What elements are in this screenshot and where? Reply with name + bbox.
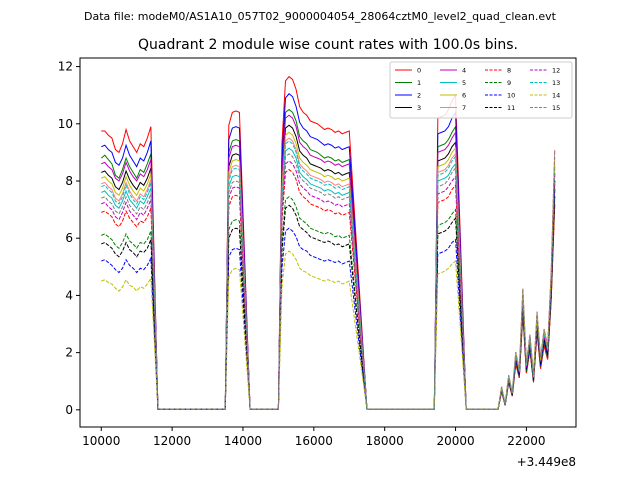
- legend-label-10: 10: [507, 92, 515, 100]
- legend-label-12: 12: [552, 67, 560, 75]
- series-line-11: [101, 180, 556, 410]
- x-tick-label: 16000: [295, 434, 333, 448]
- y-tick-label: 4: [65, 288, 73, 302]
- x-tick-label: 10000: [82, 434, 120, 448]
- x-offset-label: +3.449e8: [517, 455, 576, 469]
- y-tick-label: 10: [58, 117, 73, 131]
- legend-label-0: 0: [417, 67, 421, 75]
- y-tick-label: 0: [65, 403, 73, 417]
- y-tick-label: 6: [65, 231, 73, 245]
- y-tick-label: 8: [65, 174, 73, 188]
- legend-label-9: 9: [507, 79, 511, 87]
- legend-label-14: 14: [552, 92, 560, 100]
- series-line-15: [101, 149, 556, 410]
- x-tick-label: 18000: [366, 434, 404, 448]
- figure-suptitle: Data file: modeM0/AS1A10_057T02_90000040…: [84, 10, 557, 23]
- chart-title: Quadrant 2 module wise count rates with …: [138, 37, 518, 53]
- x-axis: 10000 12000 14000 16000 18000 20000 22000: [82, 427, 545, 448]
- y-axis: 0 2 4 6 8 10 12: [58, 60, 80, 417]
- series-line-9: [101, 196, 556, 410]
- y-tick-label: 2: [65, 346, 73, 360]
- legend-label-13: 13: [552, 79, 560, 87]
- legend-label-8: 8: [507, 67, 511, 75]
- legend-label-7: 7: [462, 104, 466, 112]
- legend-label-6: 6: [462, 92, 466, 100]
- x-tick-label: 20000: [436, 434, 474, 448]
- series-line-12: [101, 160, 556, 410]
- x-tick-label: 12000: [153, 434, 191, 448]
- x-tick-label: 22000: [507, 434, 545, 448]
- legend-label-2: 2: [417, 92, 421, 100]
- legend-label-4: 4: [462, 67, 466, 75]
- legend-label-3: 3: [417, 104, 421, 112]
- x-tick-label: 14000: [224, 434, 262, 448]
- legend-label-15: 15: [552, 104, 560, 112]
- y-tick-label: 12: [58, 60, 73, 74]
- legend-frame: [389, 61, 573, 119]
- axes-frame: [79, 57, 577, 428]
- legend-label-11: 11: [507, 104, 515, 112]
- plot-area: [100, 75, 556, 410]
- legend-label-5: 5: [462, 79, 466, 87]
- legend-label-1: 1: [417, 79, 421, 87]
